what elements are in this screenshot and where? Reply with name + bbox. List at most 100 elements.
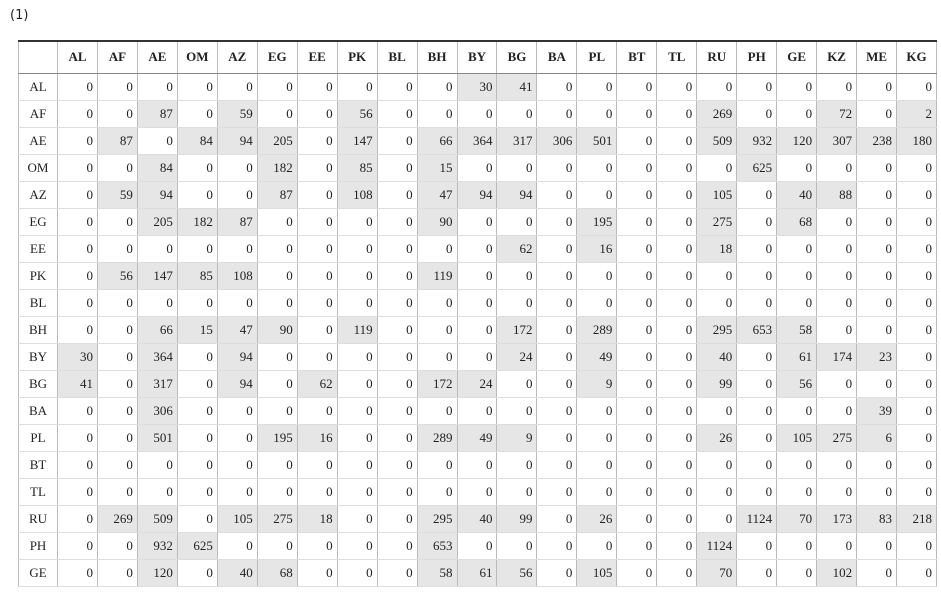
cell: 0	[96, 532, 138, 560]
cell: 0	[616, 154, 658, 182]
cell: 0	[416, 235, 458, 263]
cell: 0	[496, 478, 538, 506]
cell: 0	[736, 424, 778, 452]
cell: 0	[376, 127, 418, 155]
column-header: BG	[496, 41, 538, 74]
cell: 0	[496, 532, 538, 560]
table-row: PL 0 0 501 0 0 195 16 0 0 289 49 9 0 0 0 0 26 0 105 275 6 0	[18, 424, 937, 452]
cell: 0	[256, 451, 298, 479]
table-row: BG 41 0 317 0 94 0 62 0 0 172 24 0 0 9 0 0 99 0 56 0 0 0	[18, 370, 937, 398]
column-header: BT	[616, 41, 658, 74]
row-header: AL	[18, 73, 58, 101]
cell: 0	[176, 289, 218, 317]
header-row: AL AF AE OM AZ EG EE PK BL BH BY BG BA PL BT TL RU PH GE KZ…	[18, 41, 937, 74]
figure-label: (1)	[10, 8, 29, 23]
column-header: PL	[576, 41, 618, 74]
cell: 0	[616, 532, 658, 560]
cell: 0	[96, 478, 138, 506]
table-row: BT 0 0 0 0 0 0 0 0 0 0 0 0 0 0 0 0 0 0 0 0 0 0	[18, 451, 937, 479]
row-header: BH	[18, 316, 58, 344]
cell: 0	[576, 451, 618, 479]
row-header: BA	[18, 397, 58, 425]
cell: 0	[296, 343, 338, 371]
cell: 2	[896, 100, 937, 128]
cell: 0	[616, 73, 658, 101]
cell: 0	[376, 559, 418, 587]
cell: 0	[376, 478, 418, 506]
cell: 16	[296, 424, 338, 452]
cell: 0	[616, 343, 658, 371]
cell: 0	[536, 73, 578, 101]
cell: 0	[896, 424, 937, 452]
cell: 0	[776, 73, 818, 101]
cell: 0	[57, 154, 98, 182]
cell: 0	[736, 478, 778, 506]
cell: 0	[736, 262, 778, 290]
column-header: ME	[856, 41, 898, 74]
cell: 0	[656, 73, 698, 101]
cell: 62	[496, 235, 538, 263]
cell: 0	[776, 532, 818, 560]
cell: 0	[536, 478, 578, 506]
cell: 0	[616, 424, 658, 452]
cell: 172	[496, 316, 538, 344]
cell: 0	[57, 397, 98, 425]
row-header: RU	[18, 505, 58, 533]
cell: 0	[576, 532, 618, 560]
cell: 0	[776, 289, 818, 317]
cell: 0	[136, 73, 178, 101]
cell: 105	[696, 181, 738, 209]
cell: 0	[336, 532, 378, 560]
cell: 0	[416, 478, 458, 506]
cell: 0	[536, 505, 578, 533]
table-row: RU 0 269 509 0 105 275 18 0 0 295 40 99 0 26 0 0 0 1124 70 1…	[18, 505, 937, 533]
cell: 0	[376, 208, 418, 236]
cell: 0	[896, 235, 937, 263]
cell: 0	[856, 235, 898, 263]
cell: 0	[336, 424, 378, 452]
column-header: KG	[896, 41, 937, 74]
table-row: GE 0 0 120 0 40 68 0 0 0 58 61 56 0 105 0 0 70 0 0 102 0 0	[18, 559, 937, 587]
cell: 147	[136, 262, 178, 290]
cell: 0	[376, 424, 418, 452]
cell: 0	[336, 478, 378, 506]
cell: 0	[256, 73, 298, 101]
cell: 0	[57, 262, 98, 290]
cell: 0	[296, 289, 338, 317]
cell: 501	[576, 127, 618, 155]
cell: 0	[216, 73, 258, 101]
cell: 0	[296, 73, 338, 101]
cell: 68	[256, 559, 298, 587]
cell: 0	[96, 370, 138, 398]
cell: 0	[776, 154, 818, 182]
cell: 0	[656, 397, 698, 425]
cell: 0	[856, 532, 898, 560]
cell: 0	[656, 127, 698, 155]
cell: 0	[616, 505, 658, 533]
row-header: BT	[18, 451, 58, 479]
column-header: EG	[256, 41, 298, 74]
cell: 0	[456, 100, 498, 128]
cell: 0	[296, 451, 338, 479]
cell: 85	[336, 154, 378, 182]
table-row: BY 30 0 364 0 94 0 0 0 0 0 0 24 0 49 0 0 40 0 61 174 23 0	[18, 343, 937, 371]
cell: 0	[816, 208, 858, 236]
cell: 0	[856, 316, 898, 344]
cell: 0	[536, 397, 578, 425]
cell: 0	[896, 316, 937, 344]
table-row: BH 0 0 66 15 47 90 0 119 0 0 0 172 0 289 0 0 295 653 58 0 0 0	[18, 316, 937, 344]
cell: 0	[776, 100, 818, 128]
cell: 94	[456, 181, 498, 209]
cell: 0	[736, 397, 778, 425]
cell: 39	[856, 397, 898, 425]
cell: 0	[496, 370, 538, 398]
cell: 0	[336, 262, 378, 290]
cell: 195	[256, 424, 298, 452]
cell: 275	[816, 424, 858, 452]
cell: 0	[456, 532, 498, 560]
cell: 0	[256, 208, 298, 236]
cell: 0	[656, 343, 698, 371]
cell: 0	[216, 235, 258, 263]
cell: 0	[296, 100, 338, 128]
cell: 0	[656, 559, 698, 587]
